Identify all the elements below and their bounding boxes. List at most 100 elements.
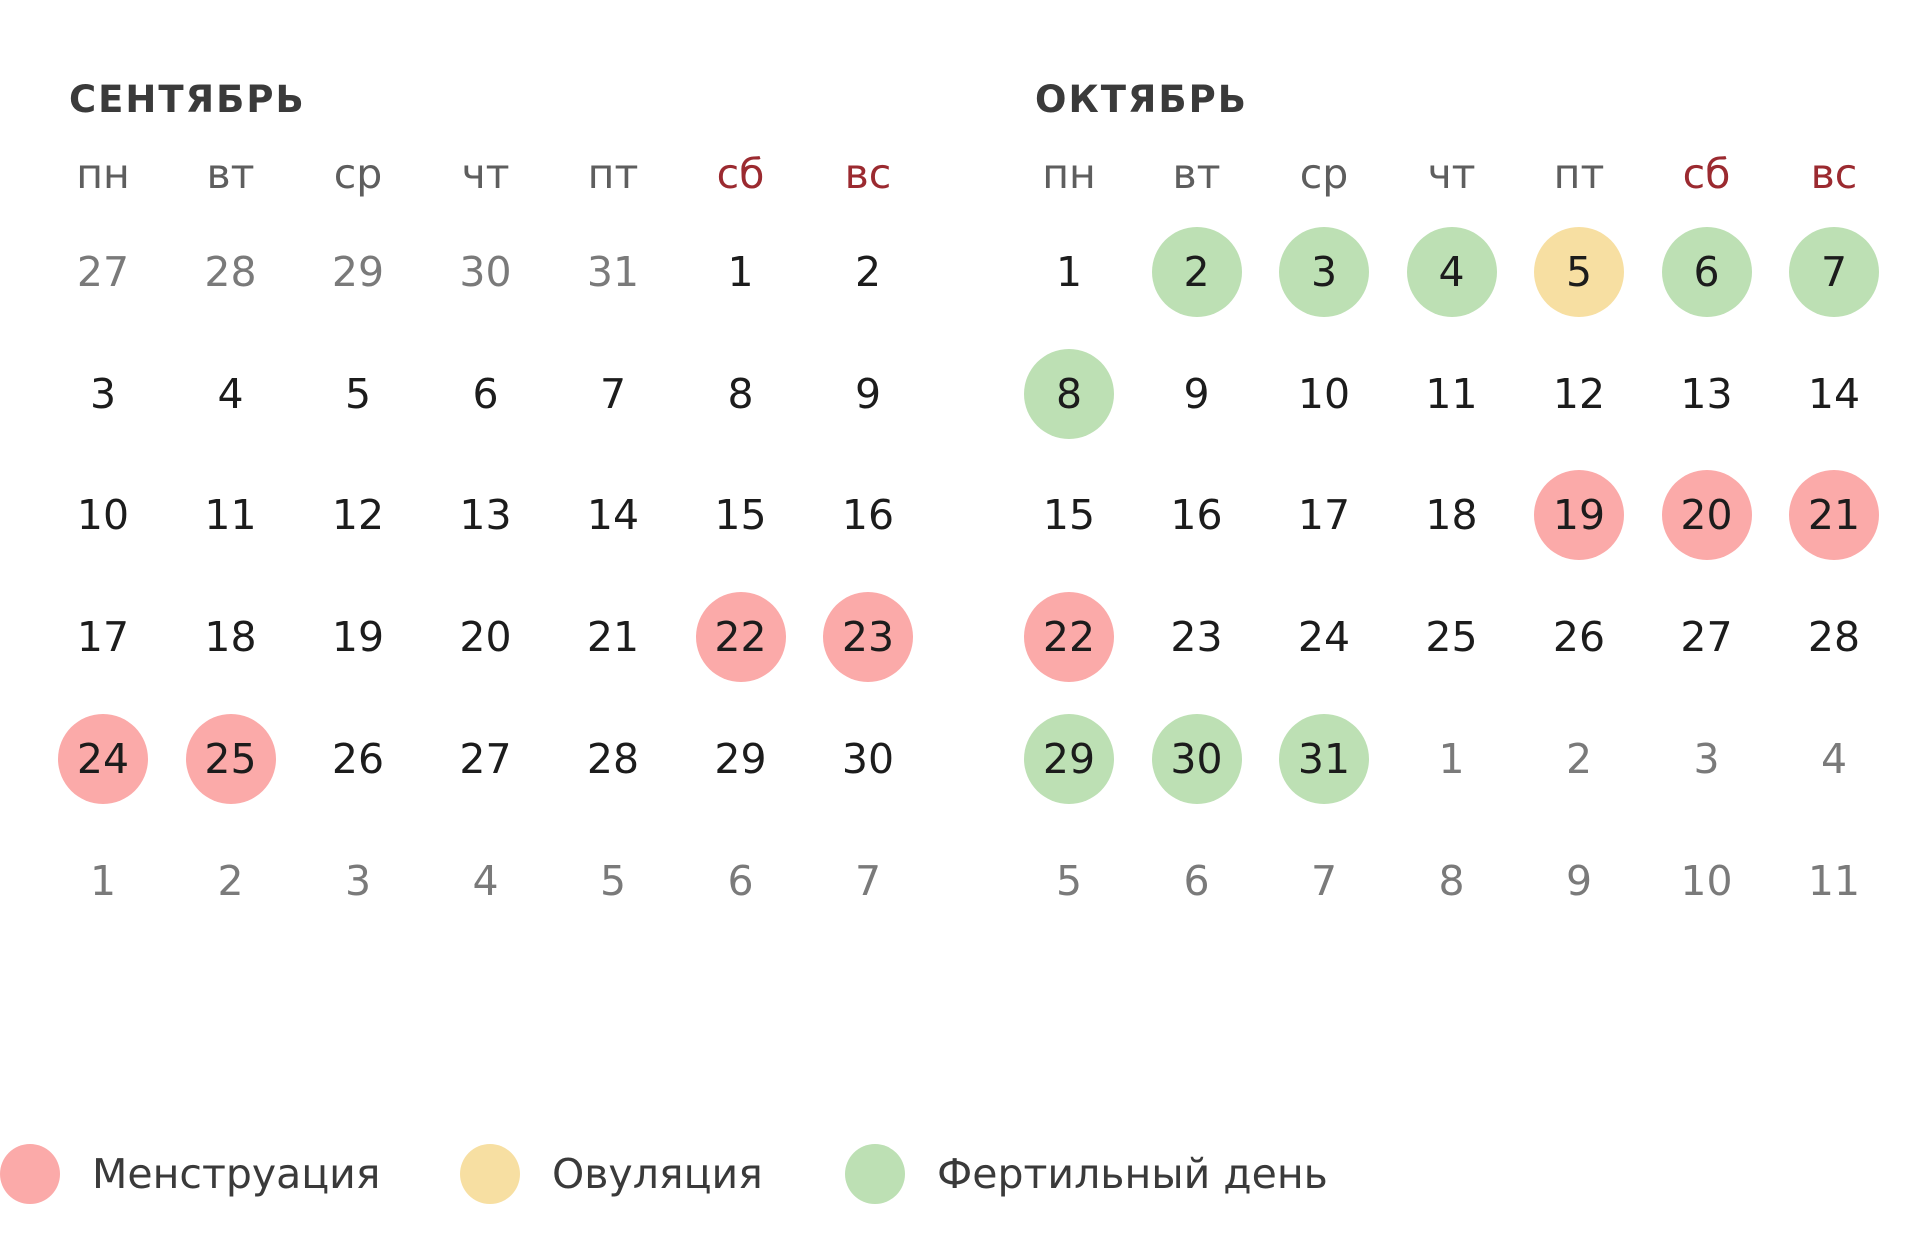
day-cell[interactable]: 18 <box>1425 491 1478 540</box>
day-cell[interactable]: 15 <box>1042 491 1096 540</box>
day-cell[interactable]: 6 <box>472 369 499 418</box>
day-cell-other-month[interactable]: 4 <box>472 856 499 905</box>
day-cell[interactable]: 14 <box>1807 369 1861 418</box>
legend-item-menstruation: Менструация <box>0 1142 380 1206</box>
day-cell[interactable]: 2 <box>854 248 882 296</box>
day-cell-ovulation[interactable]: 5 <box>1534 227 1624 317</box>
day-cell-fertile[interactable]: 8 <box>1024 348 1114 439</box>
day-cell-other-month[interactable]: 8 <box>1438 856 1465 905</box>
day-cell-other-month[interactable]: 31 <box>586 248 640 296</box>
day-cell-other-month[interactable]: 5 <box>599 856 627 905</box>
day-cell-fertile[interactable]: 4 <box>1406 227 1497 317</box>
day-cell[interactable]: 12 <box>331 491 385 540</box>
day-cell[interactable]: 12 <box>1552 369 1606 418</box>
day-cell[interactable]: 26 <box>1552 613 1606 662</box>
day-cell-other-month[interactable]: 10 <box>1680 856 1733 905</box>
day-cell-menstruation[interactable]: 20 <box>1661 470 1752 561</box>
day-cell-menstruation[interactable]: 22 <box>1024 592 1114 683</box>
day-cell-other-month[interactable]: 6 <box>1183 856 1210 905</box>
day-grid: 1 2 3 4 5 6 7 8 9 10 11 12 13 14 15 16 17 18 19 20 21 22 23 24 2… <box>1019 220 1919 940</box>
day-cell[interactable]: 14 <box>586 491 640 540</box>
day-cell[interactable]: 11 <box>204 491 257 540</box>
day-cell-other-month[interactable]: 1 <box>89 856 117 905</box>
day-cell[interactable]: 28 <box>586 734 640 783</box>
day-cell[interactable]: 15 <box>714 491 767 540</box>
day-cell-other-month[interactable]: 9 <box>1565 856 1593 905</box>
day-cell[interactable]: 20 <box>459 613 512 662</box>
day-cell-menstruation[interactable]: 21 <box>1789 470 1879 561</box>
weekday-label: вс <box>1810 150 1858 198</box>
day-cell[interactable]: 16 <box>1170 491 1223 540</box>
day-cell[interactable]: 19 <box>331 613 385 662</box>
weekday-label: ср <box>1299 150 1349 198</box>
day-cell[interactable]: 30 <box>841 734 895 783</box>
day-cell-menstruation[interactable]: 25 <box>185 713 276 804</box>
day-cell-other-month[interactable]: 6 <box>727 856 754 905</box>
day-cell[interactable]: 1 <box>1055 248 1083 296</box>
day-cell[interactable]: 5 <box>344 369 372 418</box>
day-cell-fertile[interactable]: 31 <box>1279 713 1369 804</box>
day-cell-fertile[interactable]: 3 <box>1279 227 1369 317</box>
weekday-label: чт <box>461 150 510 198</box>
day-cell[interactable]: 13 <box>1680 369 1733 418</box>
day-cell-other-month[interactable]: 7 <box>1310 856 1338 905</box>
day-cell-fertile[interactable]: 29 <box>1024 713 1114 804</box>
day-cell[interactable]: 26 <box>331 734 385 783</box>
day-cell[interactable]: 13 <box>459 491 512 540</box>
day-cell[interactable]: 24 <box>1297 613 1351 662</box>
day-cell-other-month[interactable]: 27 <box>76 248 130 296</box>
day-cell[interactable]: 18 <box>204 613 257 662</box>
weekday-label: пн <box>76 150 130 198</box>
day-cell-menstruation[interactable]: 24 <box>58 713 148 804</box>
day-cell[interactable]: 27 <box>459 734 512 783</box>
day-cell-other-month[interactable]: 29 <box>331 248 385 296</box>
day-cell[interactable]: 27 <box>1680 613 1733 662</box>
day-cell[interactable]: 29 <box>714 734 767 783</box>
day-cell-other-month[interactable]: 4 <box>1820 734 1848 783</box>
day-cell-other-month[interactable]: 3 <box>344 856 372 905</box>
weekday-label: вс <box>844 150 892 198</box>
day-cell-fertile[interactable]: 6 <box>1661 227 1752 317</box>
weekday-label: вт <box>206 150 255 198</box>
day-cell-other-month[interactable]: 1 <box>1438 734 1465 783</box>
month-title: СЕНТЯБРЬ <box>69 78 306 121</box>
legend: Менструация Овуляция Фертильный день <box>0 1142 1920 1206</box>
day-cell-menstruation[interactable]: 19 <box>1534 470 1624 561</box>
day-cell-other-month[interactable]: 2 <box>1565 734 1593 783</box>
day-cell[interactable]: 10 <box>1297 369 1351 418</box>
legend-item-fertile: Фертильный день <box>845 1142 1328 1206</box>
day-cell[interactable]: 3 <box>89 369 117 418</box>
weekday-header: пн вт ср чт пт сб вс <box>53 130 953 220</box>
day-cell-menstruation[interactable]: 22 <box>695 592 786 683</box>
day-cell[interactable]: 4 <box>217 369 244 418</box>
day-cell-menstruation[interactable]: 23 <box>823 592 913 683</box>
day-cell[interactable]: 1 <box>727 248 754 296</box>
day-cell[interactable]: 8 <box>727 369 754 418</box>
day-cell[interactable]: 9 <box>1183 369 1210 418</box>
day-cell-other-month[interactable]: 5 <box>1055 856 1083 905</box>
day-cell-other-month[interactable]: 28 <box>204 248 257 296</box>
month-title: ОКТЯБРЬ <box>1035 78 1248 121</box>
day-cell[interactable]: 17 <box>76 613 130 662</box>
day-cell[interactable]: 16 <box>841 491 895 540</box>
day-cell[interactable]: 11 <box>1425 369 1478 418</box>
day-cell[interactable]: 21 <box>586 613 640 662</box>
day-cell[interactable]: 17 <box>1297 491 1351 540</box>
day-cell-fertile[interactable]: 30 <box>1151 713 1242 804</box>
day-cell[interactable]: 7 <box>599 369 627 418</box>
day-cell[interactable]: 9 <box>854 369 882 418</box>
day-cell[interactable]: 10 <box>76 491 130 540</box>
day-cell-other-month[interactable]: 11 <box>1807 856 1861 905</box>
day-cell-fertile[interactable]: 7 <box>1789 227 1879 317</box>
day-cell[interactable]: 23 <box>1170 613 1223 662</box>
day-cell-other-month[interactable]: 30 <box>459 248 512 296</box>
day-cell-other-month[interactable]: 2 <box>217 856 244 905</box>
calendar-september: СЕНТЯБРЬ пн вт ср чт пт сб вс 27 28 29 30 31 1 2 3 4 5 6… <box>53 70 953 940</box>
legend-dot-fertile <box>845 1144 905 1204</box>
day-cell-other-month[interactable]: 7 <box>854 856 882 905</box>
weekday-label: пт <box>1553 150 1605 198</box>
day-cell[interactable]: 25 <box>1425 613 1478 662</box>
day-cell-fertile[interactable]: 2 <box>1151 227 1242 317</box>
day-cell-other-month[interactable]: 3 <box>1693 734 1720 783</box>
day-cell[interactable]: 28 <box>1807 613 1861 662</box>
